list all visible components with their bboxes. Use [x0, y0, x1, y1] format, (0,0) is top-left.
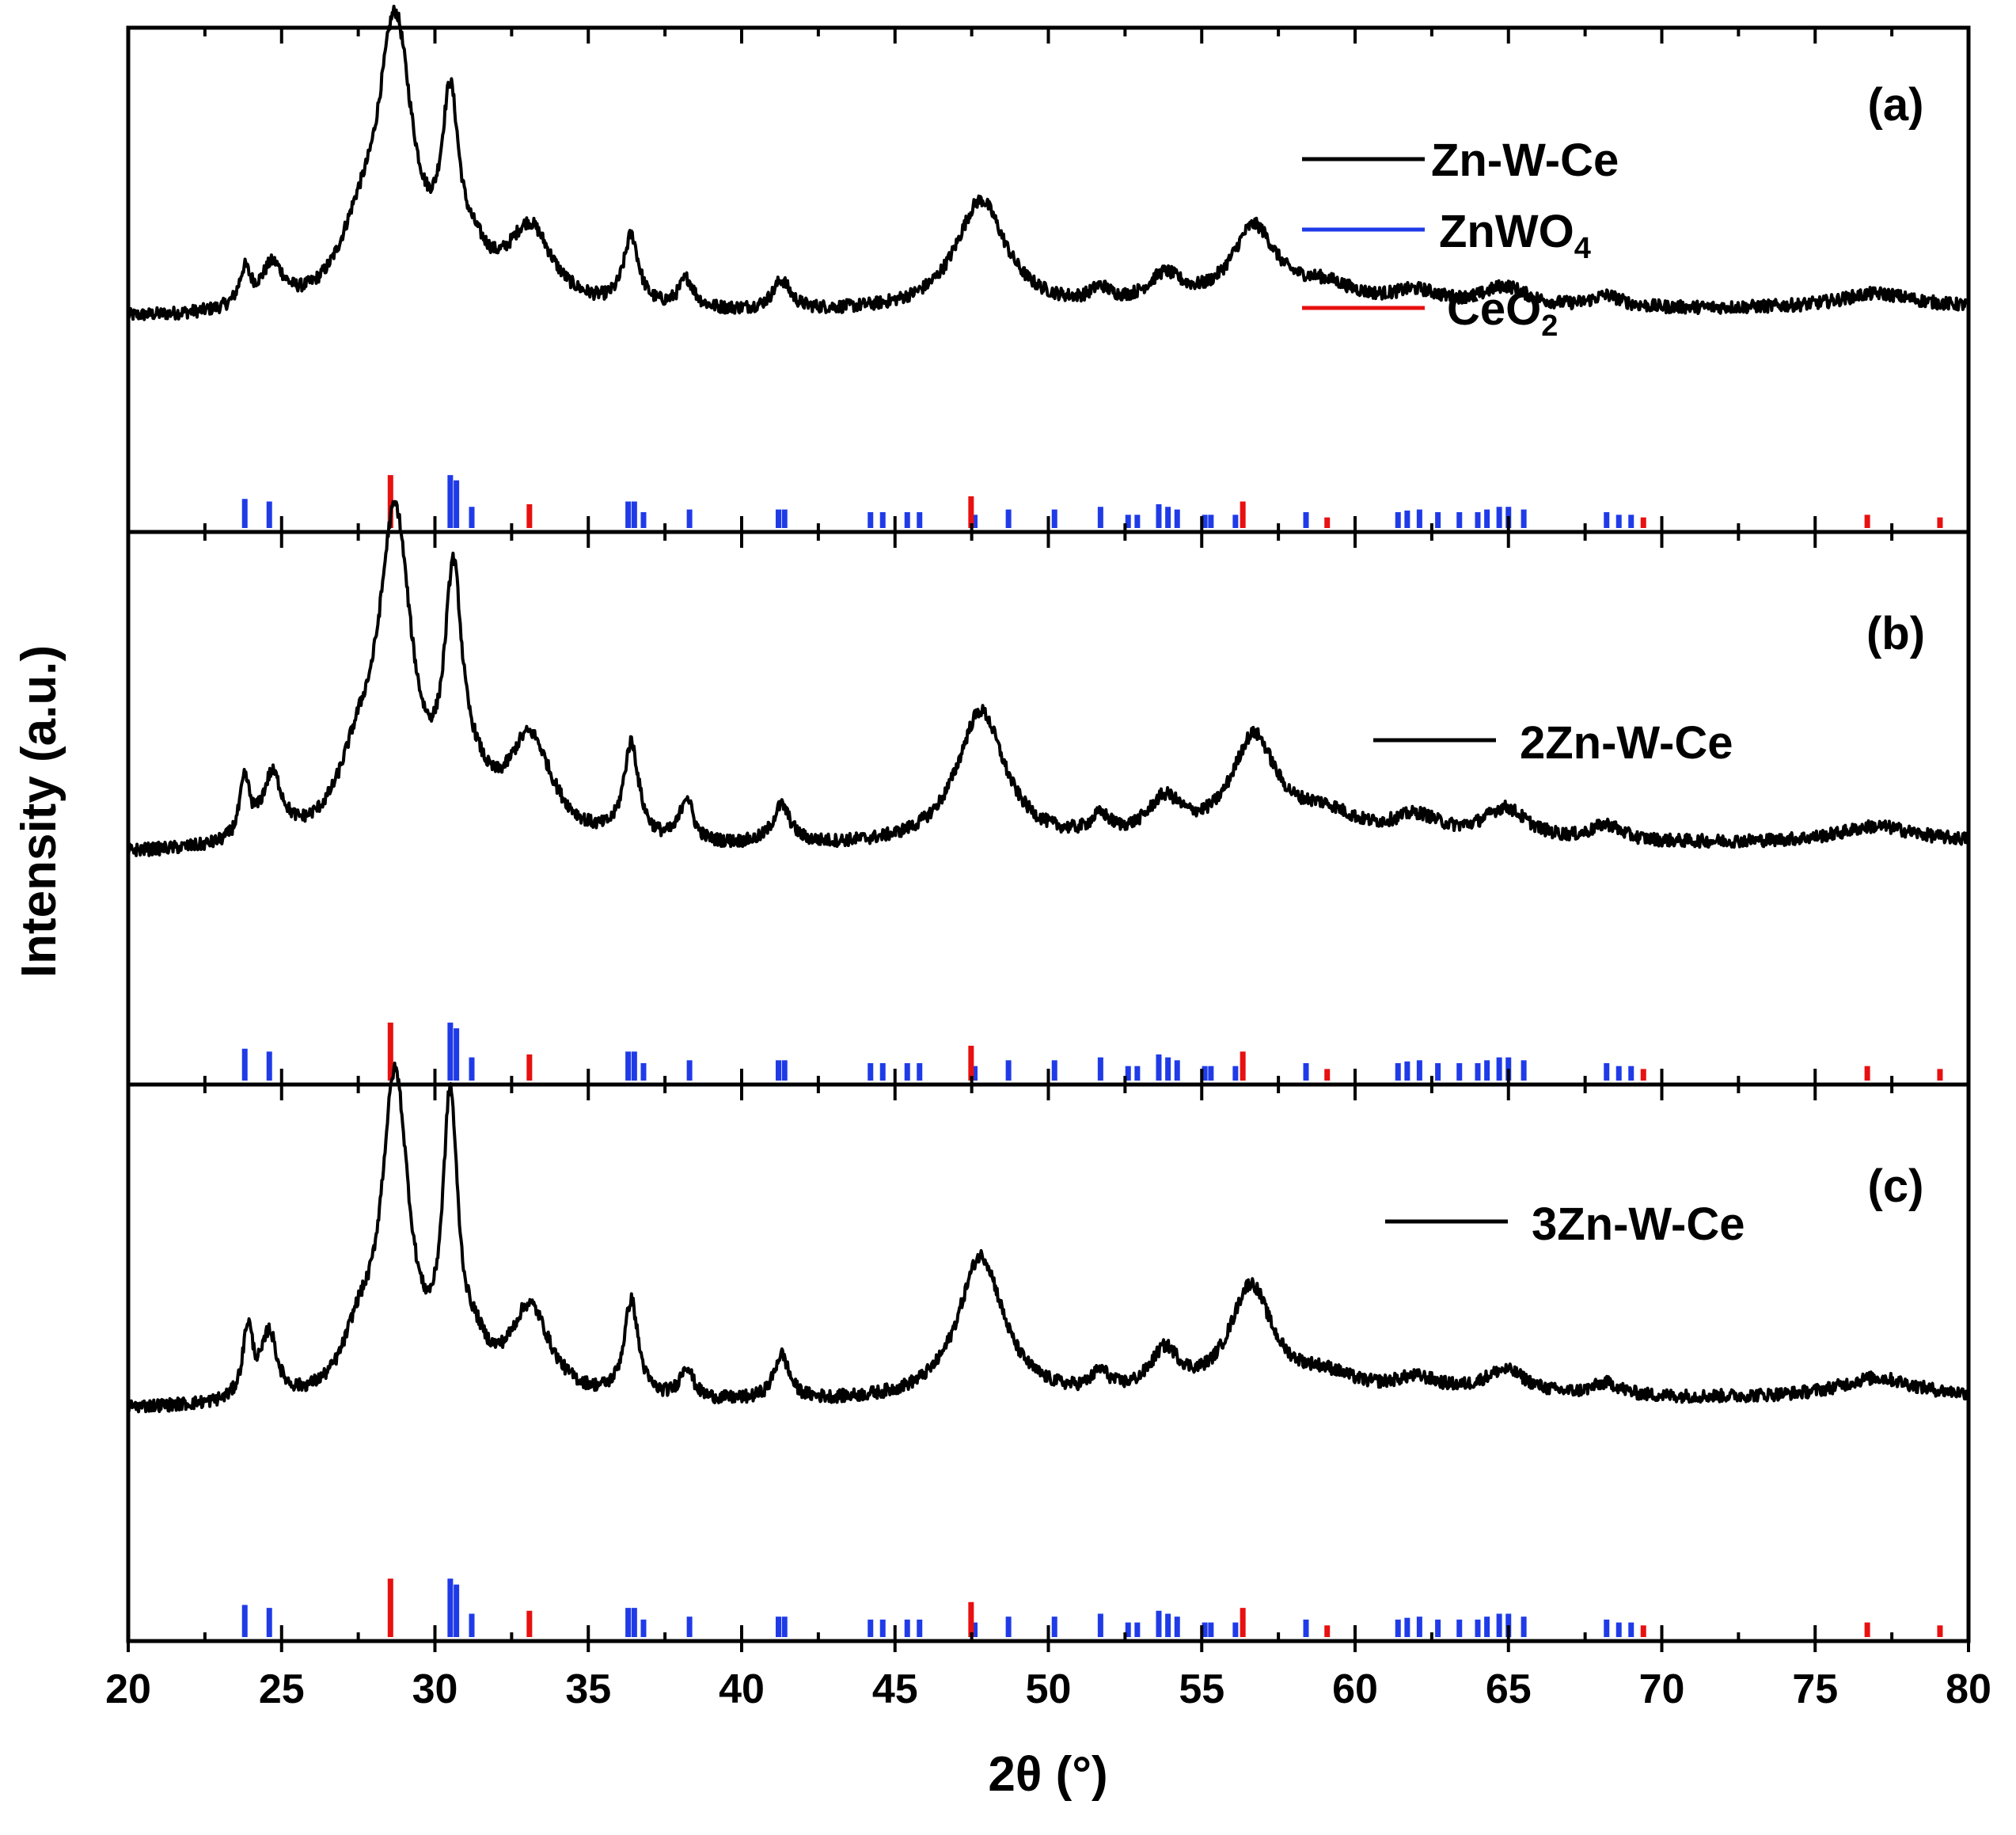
legend-panel-c: 3Zn-W-Ce — [1385, 1199, 1745, 1250]
pattern-curve-3zn-w-ce — [127, 1062, 1970, 1414]
legend-znwo4-label: ZnWO4 — [1439, 206, 1591, 265]
pattern-curve-zn-w-ce — [127, 5, 1970, 321]
x-tick-label-60: 60 — [1332, 1666, 1378, 1712]
panel-label-b: (b) — [1866, 608, 1925, 659]
legend-3zn-w-ce-label: 3Zn-W-Ce — [1532, 1199, 1745, 1250]
legend-ceo2-label: CeO2 — [1447, 283, 1558, 343]
x-tick-label-55: 55 — [1179, 1666, 1224, 1712]
panels-group — [126, 5, 1971, 1643]
x-tick-label-45: 45 — [872, 1666, 918, 1712]
x-axis-label: 2θ (°) — [988, 1747, 1107, 1802]
y-axis-label: Intensity (a.u.) — [12, 645, 66, 978]
x-tick-label-80: 80 — [1946, 1666, 1991, 1712]
panel-b — [126, 500, 1971, 1087]
panel-c — [126, 1062, 1971, 1643]
panel-frame — [126, 25, 1971, 534]
panel-label-c: (c) — [1868, 1161, 1924, 1212]
panel-frame — [126, 530, 1971, 1087]
x-tick-label-20: 20 — [105, 1666, 151, 1712]
x-tick-label-65: 65 — [1486, 1666, 1532, 1712]
x-tick-label-30: 30 — [412, 1666, 458, 1712]
x-tick-label-70: 70 — [1639, 1666, 1685, 1712]
x-axis: 20 25 30 35 40 45 50 55 60 65 70 75 80 — [105, 1641, 1991, 1712]
x-tick-label-75: 75 — [1792, 1666, 1838, 1712]
pattern-curve-2zn-w-ce — [127, 500, 1970, 857]
x-tick-label-50: 50 — [1026, 1666, 1072, 1712]
panel-label-a: (a) — [1868, 79, 1924, 131]
legend-panel-a: Zn-W-Ce ZnWO4 CeO2 — [1302, 135, 1619, 343]
panel-frame — [126, 1082, 1971, 1643]
x-tick-label-25: 25 — [259, 1666, 305, 1712]
panel-a — [126, 5, 1971, 534]
x-tick-label-40: 40 — [719, 1666, 765, 1712]
legend-2zn-w-ce-label: 2Zn-W-Ce — [1520, 717, 1733, 769]
legend-zn-w-ce-label: Zn-W-Ce — [1431, 135, 1619, 186]
x-tick-label-35: 35 — [565, 1666, 611, 1712]
legend-panel-b: 2Zn-W-Ce — [1373, 717, 1733, 769]
